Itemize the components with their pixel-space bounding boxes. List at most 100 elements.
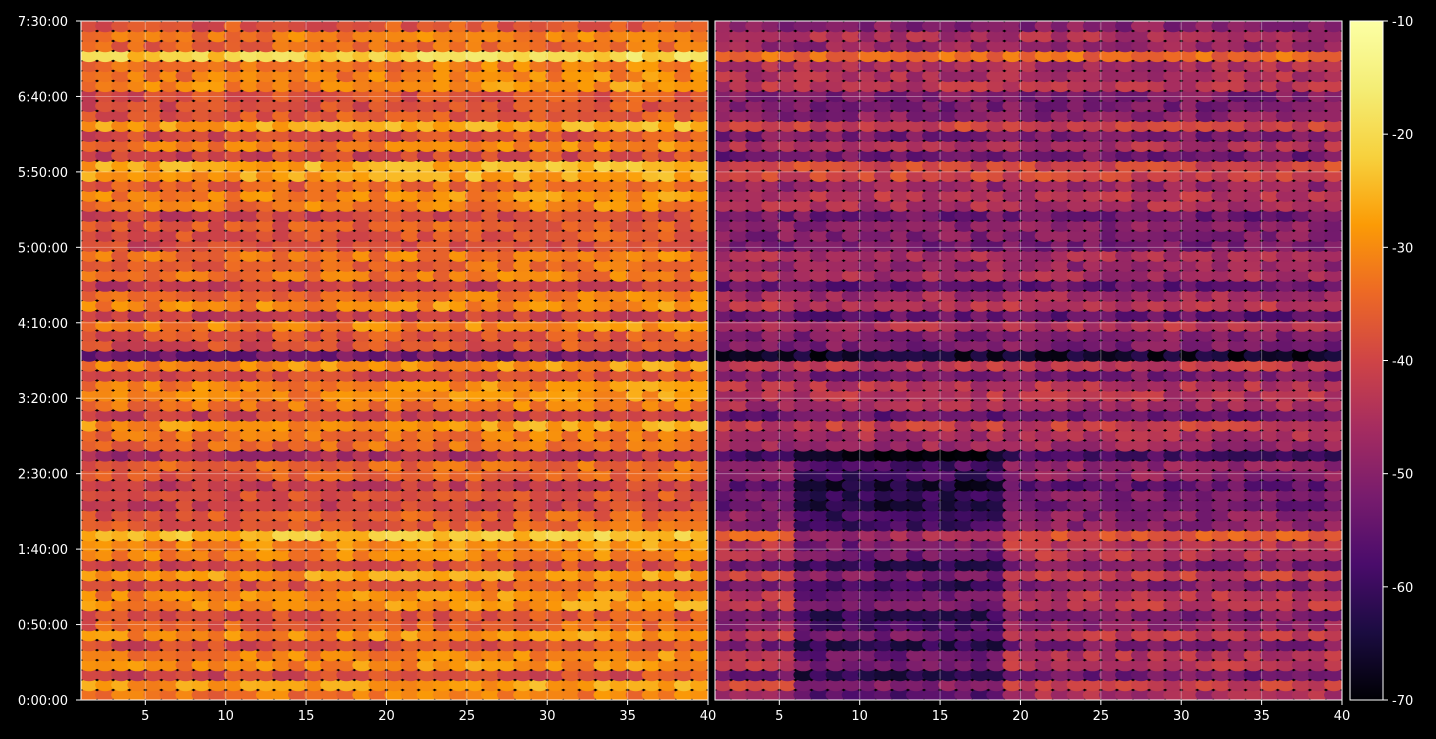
heatmap-cell [223,89,244,103]
heatmap-cell [255,319,276,332]
heatmap-cell [673,159,694,172]
heatmap-cell [1211,509,1232,522]
heatmap-cell [593,569,614,582]
heatmap-cell [889,249,910,262]
heatmap-cell [1179,598,1200,612]
heatmap-cell [304,69,325,83]
heatmap-cell [272,239,292,252]
heatmap-cell [1179,549,1200,562]
heatmap-cell [577,549,598,562]
heatmap-cell [143,688,164,700]
heatmap-cell [448,449,469,462]
heatmap-cell [1147,369,1168,382]
heatmap-cell [561,339,582,352]
heatmap-cell [970,539,991,552]
heatmap-cell [239,149,260,162]
heatmap-cell [368,299,389,312]
heatmap-cell [1243,389,1264,402]
heatmap-cell [1195,489,1216,502]
heatmap-cell [954,289,975,302]
heatmap-cell [1291,678,1312,692]
heatmap-cell [400,658,421,672]
heatmap-cell [320,229,341,242]
heatmap-cell [1324,139,1342,152]
heatmap-cell [873,329,894,342]
heatmap-cell [673,169,694,182]
heatmap-cell [673,229,694,242]
heatmap-cell [81,289,99,302]
heatmap-cell [1179,379,1200,392]
heatmap-cell [1034,319,1055,332]
heatmap-cell [1147,269,1168,282]
heatmap-cell [938,329,959,342]
heatmap-cell [545,489,566,502]
heatmap-cell [577,678,598,692]
heatmap-cell [745,299,766,312]
heatmap-cell [464,459,485,472]
heatmap-cell [1163,489,1184,502]
heatmap-cell [255,489,276,502]
heatmap-cell [95,139,116,152]
heatmap-cell [81,379,99,392]
heatmap-cell [272,99,292,113]
heatmap-cell [841,648,862,662]
heatmap-cell [1163,189,1184,202]
heatmap-cell [1179,319,1200,332]
heatmap-cell [255,379,276,392]
heatmap-cell [352,139,373,152]
heatmap-cell [1179,169,1200,182]
heatmap-cell [159,99,180,113]
heatmap-cell [497,29,517,43]
heatmap-cell [352,489,373,502]
heatmap-cell [239,39,260,53]
heatmap-cell [954,109,975,123]
heatmap-cell [1098,189,1119,202]
heatmap-cell [970,678,991,692]
heatmap-cell [690,688,708,700]
heatmap-cell [761,519,782,532]
heatmap-cell [1034,489,1055,502]
heatmap-cell [1179,529,1200,542]
heatmap-cell [127,239,148,252]
heatmap-cell [207,169,228,182]
heatmap-cell [239,189,260,202]
heatmap-cell [1227,509,1248,522]
heatmap-cell [729,569,750,582]
heatmap-cell [729,209,750,222]
heatmap-cell [1259,129,1280,142]
heatmap-cell [1195,668,1216,682]
heatmap-cell [1179,429,1200,442]
heatmap-cell [1324,668,1342,682]
heatmap-cell [95,349,116,362]
heatmap-cell [513,519,534,532]
heatmap-cell [545,648,566,662]
heatmap-cell [1066,189,1087,202]
heatmap-cell [272,369,292,382]
heatmap-cell [384,239,405,252]
heatmap-cell [143,129,164,142]
heatmap-cell [1115,259,1135,272]
heatmap-cell [1131,179,1151,192]
heatmap-cell [400,169,421,182]
heatmap-cell [873,309,894,322]
heatmap-cell [497,129,517,142]
heatmap-cell [497,69,517,83]
heatmap-cell [545,21,566,33]
heatmap-cell [793,229,814,242]
heatmap-cell [857,539,878,552]
heatmap-cell [657,668,678,682]
heatmap-cell [545,479,566,492]
heatmap-cell [1050,598,1071,612]
heatmap-cell [1291,549,1312,562]
heatmap-cell [1115,229,1135,242]
heatmap-cell [922,429,942,442]
heatmap-cell [873,119,894,132]
heatmap-cell [481,319,501,332]
heatmap-cell [1243,439,1264,452]
heatmap-cell [593,21,614,33]
heatmap-cell [1243,129,1264,142]
heatmap-cell [938,169,959,182]
heatmap-cell [561,129,582,142]
heatmap-cell [95,59,116,73]
heatmap-cell [745,269,766,282]
